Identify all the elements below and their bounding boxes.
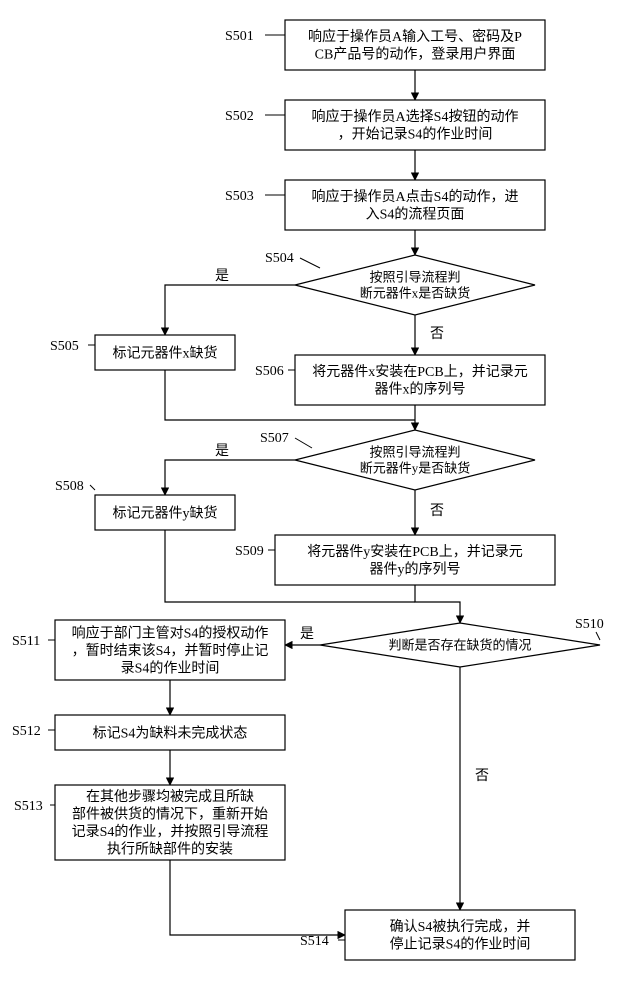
node-S509: 将元器件y安装在PCB上，并记录元器件y的序列号 [275, 535, 555, 585]
edge-S507-S508 [165, 460, 295, 495]
nodes: 响应于操作员A输入工号、密码及PCB产品号的动作，登录用户界面响应于操作员A选择… [55, 20, 600, 960]
node-S506: 将元器件x安装在PCB上，并记录元器件x的序列号 [295, 355, 545, 405]
edge-S509-S510 [415, 585, 460, 623]
branch-S510_no: 否 [475, 769, 489, 784]
branch-S510_yes: 是 [300, 627, 314, 642]
label-S503: S503 [225, 189, 254, 204]
node-S507: 按照引导流程判断元器件y是否缺货 [295, 430, 535, 490]
node-S513: 在其他步骤均被完成且所缺部件被供货的情况下，重新开始记录S4的作业，并按照引导流… [55, 785, 285, 860]
label-S509: S509 [235, 544, 264, 559]
label-S508: S508 [55, 479, 84, 494]
label-S505: S505 [50, 339, 79, 354]
label-S504: S504 [265, 251, 294, 266]
node-S504: 按照引导流程判断元器件x是否缺货 [295, 255, 535, 315]
label-S514: S514 [300, 934, 329, 949]
svg-text:标记元器件y缺货: 标记元器件y缺货 [113, 504, 218, 521]
node-S505: 标记元器件x缺货 [95, 335, 235, 370]
node-S508: 标记元器件y缺货 [95, 495, 235, 530]
branch-S507_no: 否 [430, 504, 444, 519]
label-S502: S502 [225, 109, 254, 124]
svg-text:标记元器件x缺货: 标记元器件x缺货 [113, 344, 218, 361]
node-S503: 响应于操作员A点击S4的动作，进入S4的流程页面 [285, 180, 545, 230]
branch-S504_yes: 是 [215, 269, 229, 284]
edge-S504-S505 [165, 285, 295, 335]
label-S512: S512 [12, 724, 41, 739]
svg-text:判断是否存在缺货的情况: 判断是否存在缺货的情况 [388, 638, 531, 653]
label-S506: S506 [255, 364, 284, 379]
label-S501: S501 [225, 29, 254, 44]
node-S512: 标记S4为缺料未完成状态 [55, 715, 285, 750]
node-S510: 判断是否存在缺货的情况 [320, 623, 600, 667]
branch-S507_yes: 是 [215, 444, 229, 459]
yes-no-labels: 是否是否是否 [215, 269, 489, 784]
node-S502: 响应于操作员A选择S4按钮的动作，开始记录S4的作业时间 [285, 100, 545, 150]
node-S514: 确认S4被执行完成，并停止记录S4的作业时间 [345, 910, 575, 960]
svg-text:按照引导流程判断元器件x是否缺货: 按照引导流程判断元器件x是否缺货 [360, 269, 471, 300]
svg-text:按照引导流程判断元器件y是否缺货: 按照引导流程判断元器件y是否缺货 [360, 444, 471, 475]
node-S511: 响应于部门主管对S4的授权动作，暂时结束该S4，并暂时停止记录S4的作业时间 [55, 620, 285, 680]
label-S511: S511 [12, 634, 40, 649]
branch-S504_no: 否 [430, 327, 444, 342]
svg-text:标记S4为缺料未完成状态: 标记S4为缺料未完成状态 [93, 725, 248, 741]
label-S513: S513 [14, 799, 43, 814]
label-S510: S510 [575, 617, 604, 632]
node-S501: 响应于操作员A输入工号、密码及PCB产品号的动作，登录用户界面 [285, 20, 545, 70]
label-S507: S507 [260, 431, 289, 446]
edge-S513-S514 [170, 860, 345, 935]
